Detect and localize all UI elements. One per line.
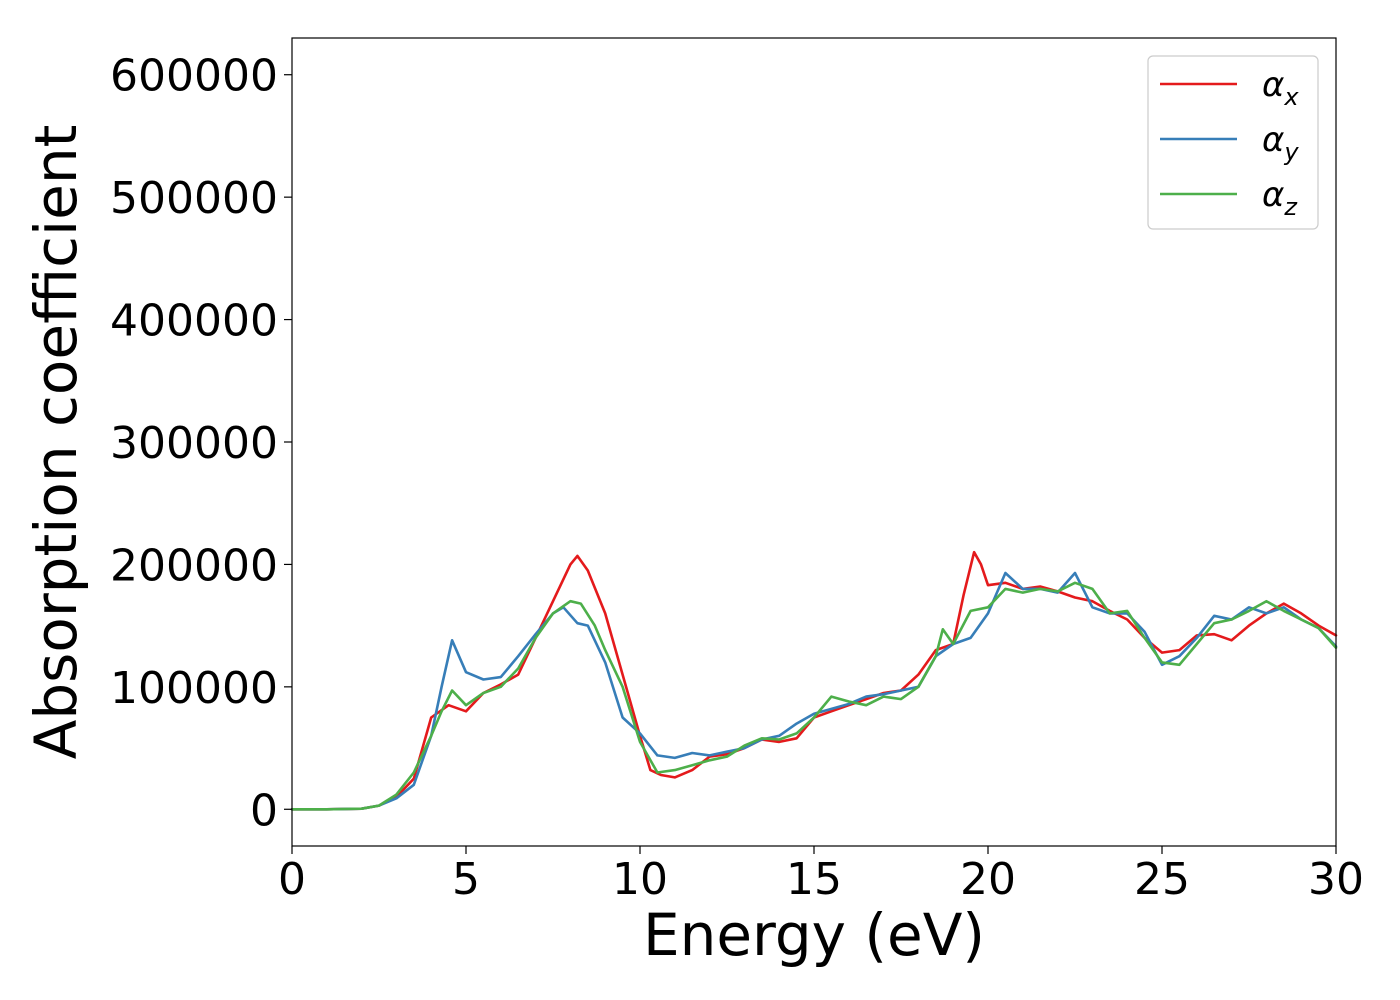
y-tick-label: 500000 (110, 173, 278, 224)
series-line-x (290, 550, 1338, 811)
series-line-z (290, 581, 1338, 811)
x-tick-label: 30 (1308, 854, 1364, 905)
y-tick-label: 600000 (110, 51, 278, 102)
series-line-y (290, 571, 1338, 811)
x-axis: 0 5 10 15 20 25 30 (278, 846, 1364, 905)
x-tick-label: 10 (612, 854, 668, 905)
y-axis-title: Absorption coefficient (22, 125, 90, 760)
y-tick-label: 400000 (110, 296, 278, 347)
y-tick-label: 100000 (110, 663, 278, 714)
y-tick-label: 0 (250, 785, 278, 836)
x-tick-label: 15 (786, 854, 842, 905)
x-tick-label: 25 (1134, 854, 1190, 905)
x-axis-title: Energy (eV) (643, 901, 985, 969)
y-tick-label: 200000 (110, 540, 278, 591)
x-tick-label: 0 (278, 854, 306, 905)
legend-box (1147, 55, 1319, 230)
x-tick-label: 5 (452, 854, 480, 905)
y-tick-label: 300000 (110, 418, 278, 469)
plot-lines (290, 550, 1338, 811)
y-axis: 0 100000 200000 300000 400000 500000 600000 (110, 51, 292, 836)
x-tick-label: 20 (960, 854, 1016, 905)
